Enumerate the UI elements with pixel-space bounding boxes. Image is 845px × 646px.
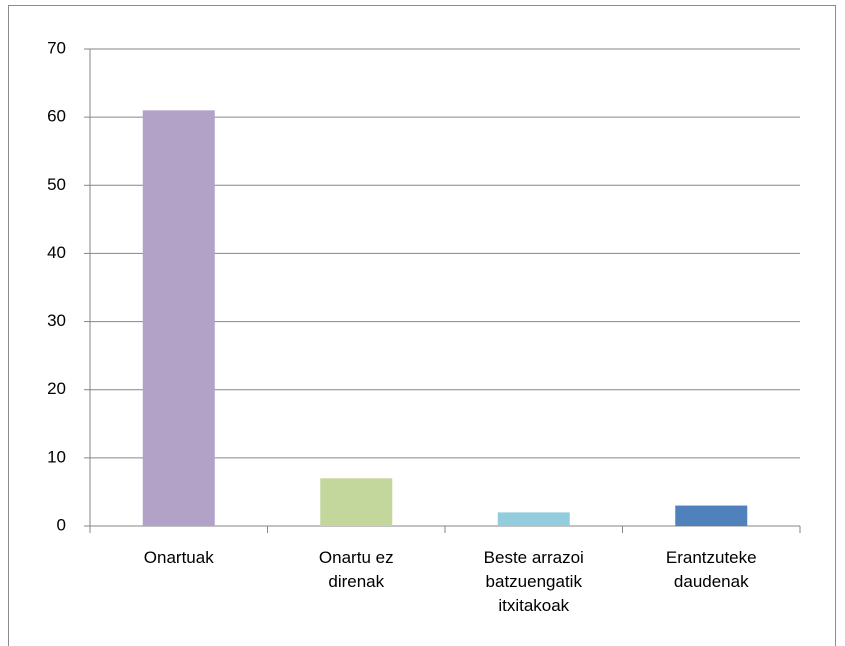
x-tick-label: Onartu ez direnak [318,548,394,591]
y-tick-label: 40 [47,243,66,262]
bar [675,505,748,526]
chart-border [8,5,836,646]
x-tick-label: Onartuak [143,548,214,567]
bar [320,478,393,526]
y-tick-label: 50 [47,175,66,194]
y-tick-label: 10 [47,447,66,466]
y-tick-label: 20 [47,379,66,398]
y-tick-label: 60 [47,107,66,126]
y-tick-label: 30 [47,311,66,330]
y-tick-label: 0 [57,515,66,534]
bar [142,110,215,526]
bar [497,512,570,526]
x-tick-label: Erantzuteke daudenak [665,548,757,591]
x-tick-label: Beste arrazoi batzuengatik itxitakoak [483,548,584,615]
y-tick-label: 70 [47,38,66,57]
